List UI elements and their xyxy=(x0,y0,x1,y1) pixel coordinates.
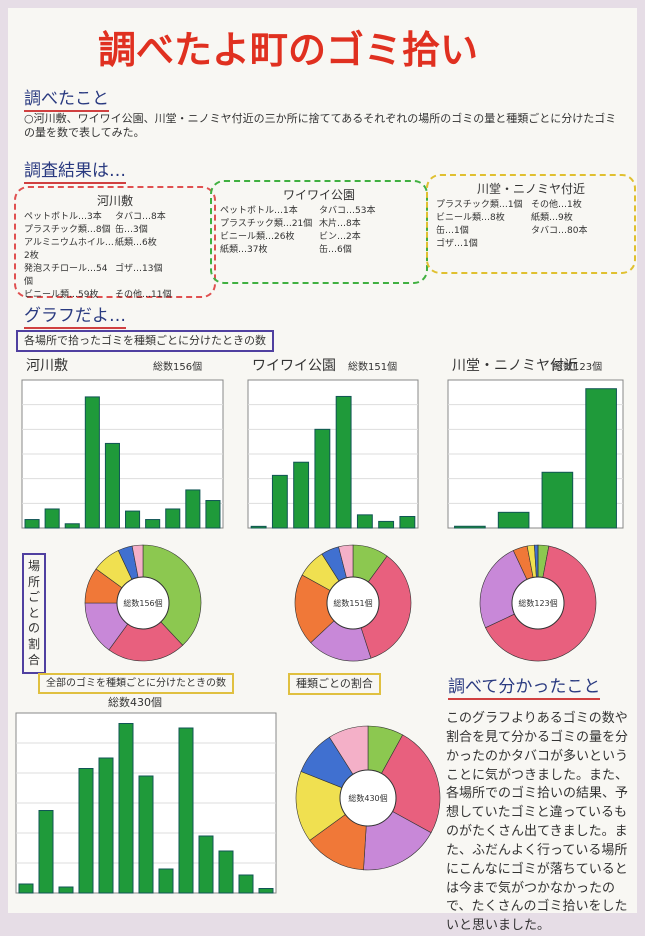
pie-label: 総数430個 xyxy=(348,793,387,803)
box-title: 川堂・ニノミヤ付近 xyxy=(436,180,626,197)
box-title: ワイワイ公園 xyxy=(220,186,418,203)
bar xyxy=(19,884,33,893)
item: その他…11個 xyxy=(115,287,206,300)
bar xyxy=(315,429,330,528)
item: 紙類…37枚 xyxy=(220,242,319,255)
item: ゴザ…1個 xyxy=(436,236,531,249)
chart-title: 河川敷 xyxy=(26,358,68,374)
title: 調べたよ町のゴミ拾い xyxy=(98,26,478,75)
item: ペットボトル…1本 xyxy=(220,203,319,216)
item: プラスチック類…1個 xyxy=(436,197,531,210)
bar xyxy=(166,509,180,528)
bar xyxy=(379,521,394,528)
item: ビニール類…59枚 xyxy=(24,287,115,300)
bar xyxy=(272,475,287,528)
bar xyxy=(294,462,309,528)
bar xyxy=(126,511,140,528)
item: 缶…1個 xyxy=(436,223,531,236)
chart-total: 総数123個 xyxy=(553,360,602,373)
item: アルミニウムホイル…2枚 xyxy=(24,235,115,261)
caption: 各場所で拾ったゴミを種類ごとに分けたときの数 xyxy=(16,330,274,352)
item: 缶…6個 xyxy=(319,242,418,255)
result-box: 川堂・ニノミヤ付近プラスチック類…1個その他…1枚ビニール類…8枚紙類…9枚缶…… xyxy=(426,174,636,274)
poster: 河川敷総数156個総数156個ワイワイ公園総数151個総数151個川堂・ニノミヤ… xyxy=(8,8,637,913)
page: 河川敷総数156個総数156個ワイワイ公園総数151個総数151個川堂・ニノミヤ… xyxy=(0,0,645,921)
heading: 調べたこと xyxy=(24,88,109,112)
bar xyxy=(186,490,200,528)
bar xyxy=(39,811,53,894)
bar xyxy=(498,512,529,528)
bar xyxy=(105,443,119,528)
bar xyxy=(336,396,351,528)
bar xyxy=(199,836,213,893)
bar xyxy=(586,389,617,528)
bar xyxy=(251,526,266,528)
item: 木片…8本 xyxy=(319,216,418,229)
bar xyxy=(65,524,79,528)
pie-label: 総数156個 xyxy=(123,598,162,608)
chart-title: ワイワイ公園 xyxy=(252,358,336,374)
bar xyxy=(455,526,486,528)
bar xyxy=(206,501,220,528)
bar xyxy=(219,851,233,893)
chart-total: 総数156個 xyxy=(153,360,202,373)
item: 缶…3個 xyxy=(115,222,206,235)
item: タバコ…80本 xyxy=(531,223,626,236)
bar xyxy=(259,889,273,894)
item: ビン…2本 xyxy=(319,229,418,242)
pie-label: 総数123個 xyxy=(518,598,557,608)
item: ビニール類…8枚 xyxy=(436,210,531,223)
item: 紙類…9枚 xyxy=(531,210,626,223)
bar xyxy=(119,724,133,894)
bar xyxy=(99,758,113,893)
box-title: 河川敷 xyxy=(24,192,206,209)
bar xyxy=(179,728,193,893)
heading: グラフだよ… xyxy=(24,305,126,329)
result-box: ワイワイ公園ペットボトル…1本タバコ…53本プラスチック類…21個木片…8本ビニ… xyxy=(210,180,428,284)
item: その他…1枚 xyxy=(531,197,626,210)
bar xyxy=(139,776,153,893)
bar xyxy=(159,869,173,893)
item: ペットボトル…3本 xyxy=(24,209,115,222)
item: タバコ…8本 xyxy=(115,209,206,222)
caption: 種類ごとの割合 xyxy=(288,673,381,695)
bar xyxy=(85,397,99,528)
item: ビニール類…26枚 xyxy=(220,229,319,242)
side-label: 場所ごとの割合 xyxy=(22,553,46,674)
item: ゴザ…13個 xyxy=(115,261,206,287)
bar xyxy=(357,515,372,528)
text: ○河川敷、ワイワイ公園、川堂・ニノミヤ付近の三か所に捨ててあるそれぞれの場所のゴ… xyxy=(24,112,624,141)
bar xyxy=(59,887,73,893)
chart-total: 総数151個 xyxy=(348,360,397,373)
bar xyxy=(79,769,93,894)
heading: 調べて分かったこと xyxy=(448,676,600,700)
item: 発泡スチロール…54個 xyxy=(24,261,115,287)
item: タバコ…53本 xyxy=(319,203,418,216)
text: このグラフよりあるゴミの数や割合を見て分かるゴミの量を分かったのかタバコが多いと… xyxy=(446,710,628,936)
item: プラスチック類…8個 xyxy=(24,222,115,235)
bar xyxy=(25,520,39,528)
pie-label: 総数151個 xyxy=(333,598,372,608)
bar xyxy=(239,875,253,893)
bar xyxy=(400,516,415,528)
bar xyxy=(542,472,573,528)
heading: 調査結果は… xyxy=(24,160,126,184)
item: 紙類…6枚 xyxy=(115,235,206,261)
total: 総数430個 xyxy=(108,696,162,710)
bar xyxy=(146,520,160,528)
item: プラスチック類…21個 xyxy=(220,216,319,229)
caption: 全部のゴミを種類ごとに分けたときの数 xyxy=(38,673,234,694)
bar xyxy=(45,509,59,528)
result-box: 河川敷ペットボトル…3本タバコ…8本プラスチック類…8個缶…3個アルミニウムホイ… xyxy=(14,186,216,298)
